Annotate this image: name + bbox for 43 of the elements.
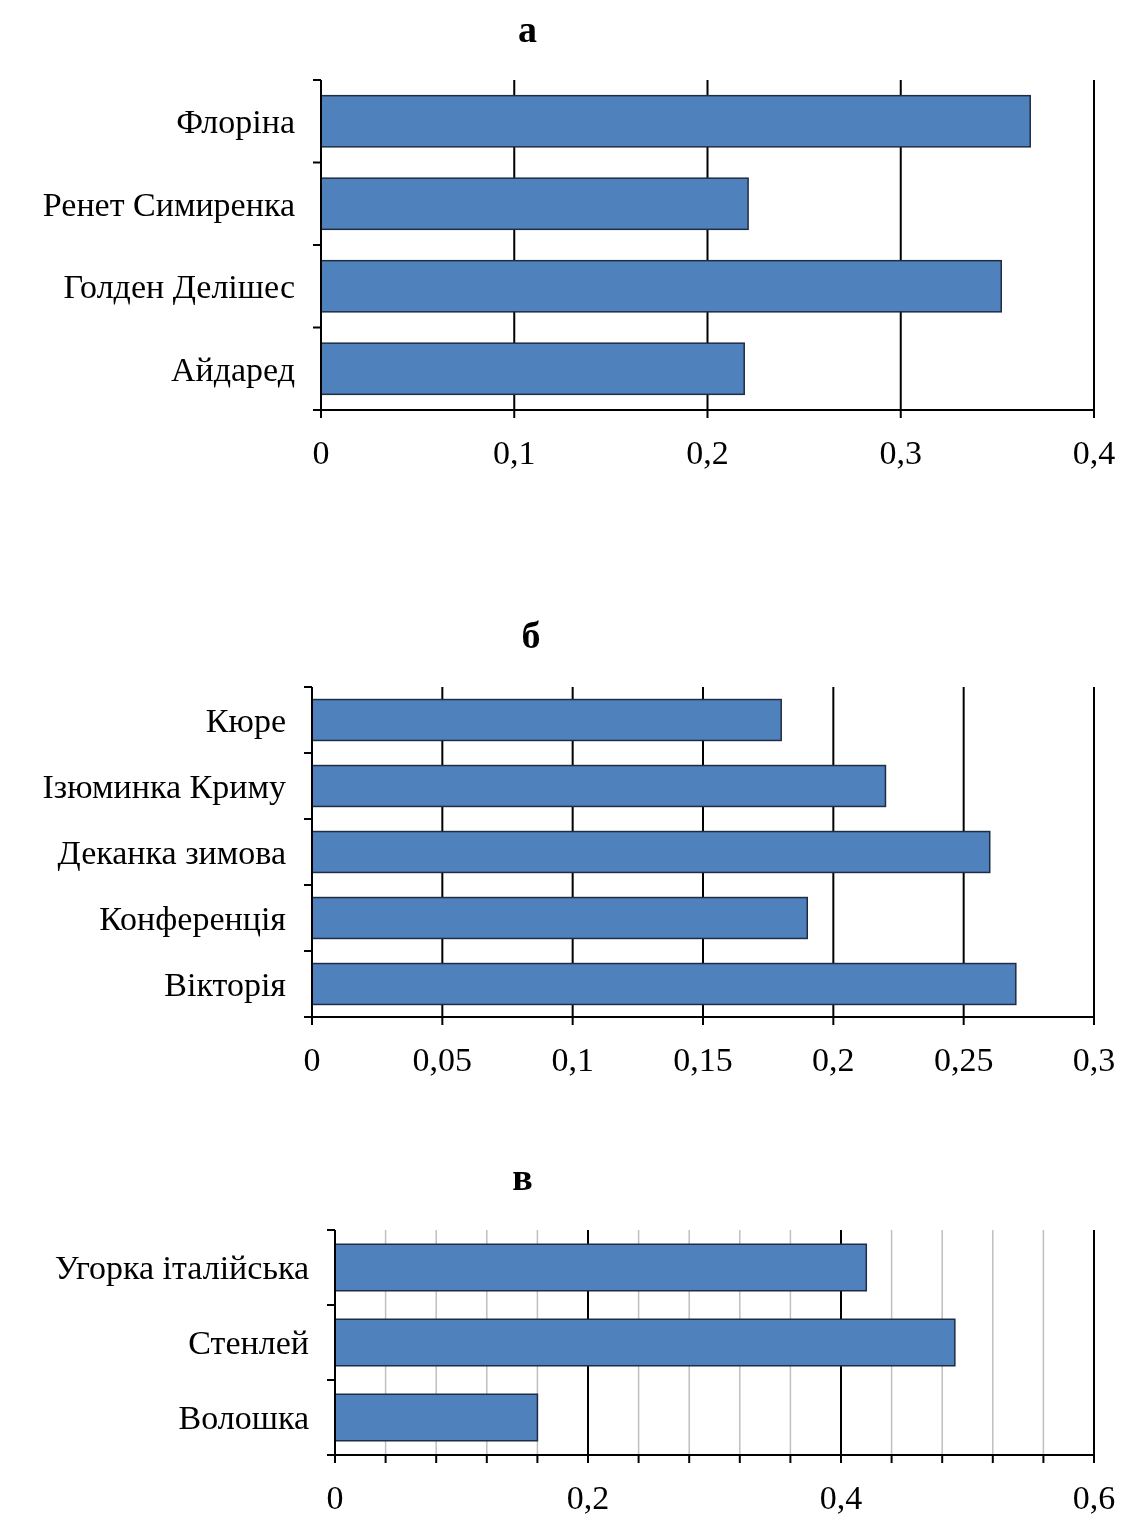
x-tick-label: 0 xyxy=(303,1041,321,1078)
y-tick-label: Ренет Симиренка xyxy=(42,185,295,223)
x-tick-label: 0,3 xyxy=(879,434,922,471)
chart-title: в xyxy=(512,1156,533,1198)
x-tick-label: 0,4 xyxy=(819,1479,863,1516)
bar xyxy=(334,1393,539,1442)
y-tick-label: Голден Делішес xyxy=(63,268,295,306)
x-tick-label: 0,2 xyxy=(566,1479,610,1516)
y-tick-label: Деканка зимова xyxy=(57,833,286,871)
x-tick-label: 0,6 xyxy=(1072,1479,1116,1516)
x-tick-label: 0 xyxy=(326,1479,344,1516)
x-tick-label: 0,2 xyxy=(812,1041,855,1078)
x-tick-label: 0,2 xyxy=(686,434,729,471)
bar xyxy=(334,1243,868,1292)
bar xyxy=(311,896,809,940)
x-tick-label: 0 xyxy=(312,434,330,471)
bar xyxy=(320,94,1031,148)
bar xyxy=(311,764,887,808)
y-tick-label: Волошка xyxy=(178,1399,309,1437)
chart-title: б xyxy=(521,614,541,656)
bar xyxy=(320,259,1002,313)
y-tick-label: Стенлей xyxy=(188,1324,309,1362)
bar xyxy=(334,1318,956,1367)
bar xyxy=(311,830,991,874)
x-tick-label: 0,05 xyxy=(412,1041,473,1078)
x-tick-label: 0,25 xyxy=(933,1041,994,1078)
x-tick-label: 0,1 xyxy=(493,434,536,471)
y-tick-label: Кюре xyxy=(205,701,286,739)
bar xyxy=(311,698,782,742)
y-tick-label: Ізюминка Криму xyxy=(42,767,286,805)
y-tick-label: Угорка італійська xyxy=(54,1249,309,1287)
x-tick-label: 0,15 xyxy=(673,1041,733,1078)
y-tick-label: Флоріна xyxy=(176,103,295,141)
x-tick-label: 0,1 xyxy=(551,1041,594,1078)
bar xyxy=(311,962,1017,1006)
bar xyxy=(320,342,745,396)
x-tick-label: 0,4 xyxy=(1072,434,1116,471)
chart-title: а xyxy=(518,8,537,50)
y-tick-label: Айдаред xyxy=(170,350,295,388)
bar xyxy=(320,177,749,231)
y-tick-label: Вікторія xyxy=(164,965,287,1003)
y-tick-label: Конференція xyxy=(99,899,287,937)
x-tick-label: 0,3 xyxy=(1072,1041,1116,1078)
